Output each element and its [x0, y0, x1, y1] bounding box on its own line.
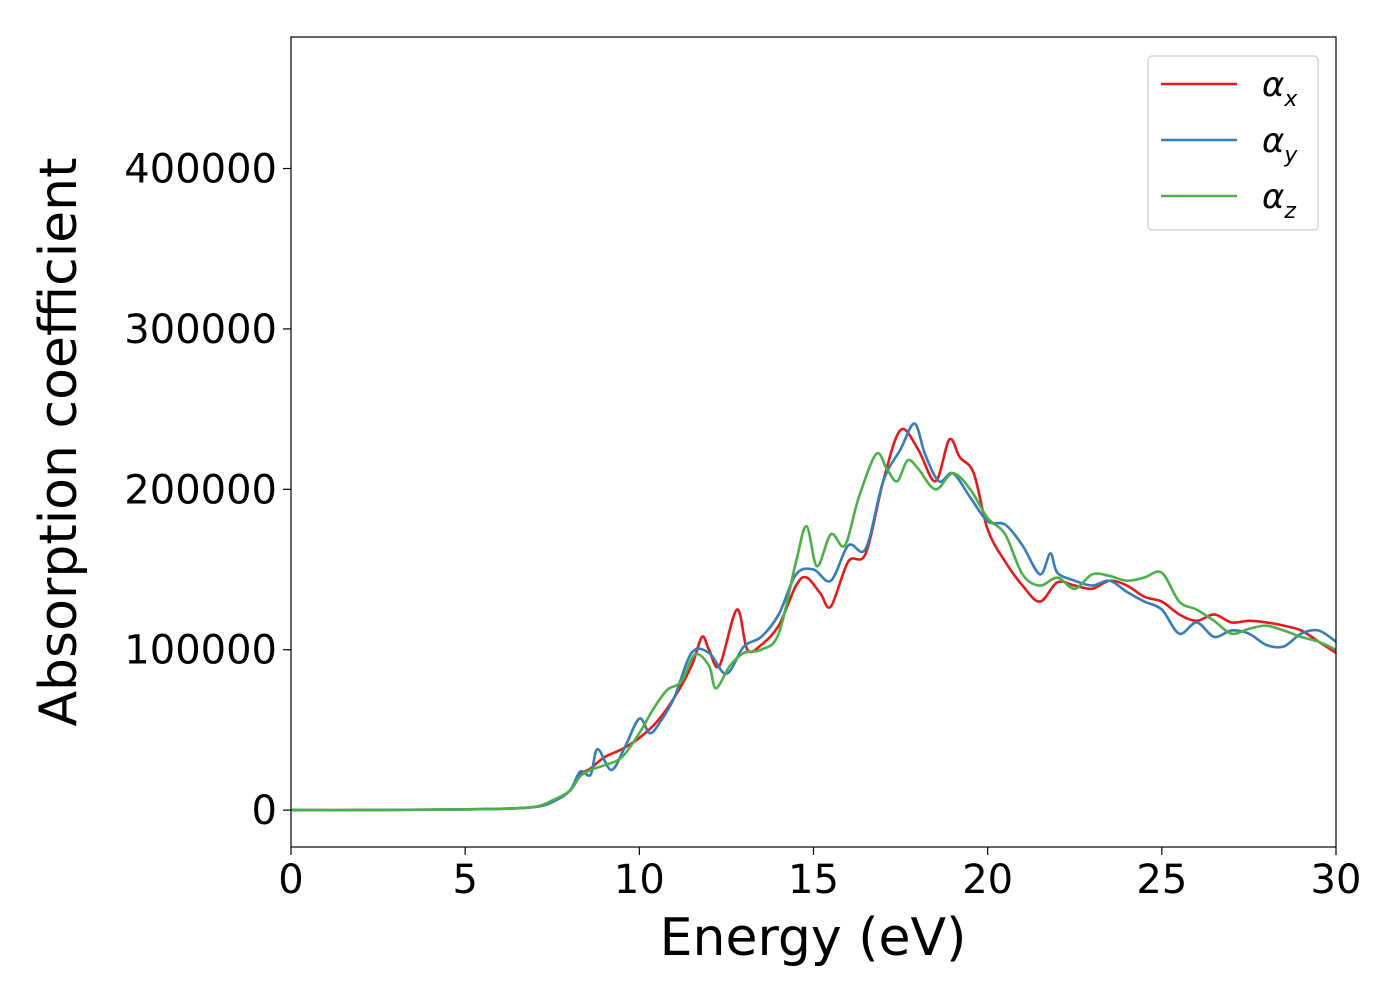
- x-tick-label: 25: [1136, 857, 1187, 903]
- plot-area: [291, 422, 1336, 812]
- legend-label-base: α: [1262, 177, 1284, 217]
- y-axis-title: Absorption coefficient: [29, 157, 89, 726]
- x-tick-label: 20: [962, 857, 1013, 903]
- y-tick-label: 300000: [124, 307, 277, 353]
- y-tick-label: 200000: [124, 467, 277, 513]
- legend-label-base: α: [1262, 65, 1284, 105]
- legend-label-base: α: [1262, 121, 1284, 161]
- x-axis-title: Energy (eV): [660, 908, 967, 968]
- legend-label-subscript: y: [1283, 143, 1298, 168]
- x-axis-ticks: 0 5 10 15 20 25 30: [278, 847, 1361, 903]
- x-tick-label: 15: [788, 857, 839, 903]
- x-tick-label: 0: [278, 857, 303, 903]
- x-tick-label: 30: [1311, 857, 1362, 903]
- legend-label-z: αz: [1262, 177, 1296, 224]
- x-tick-label: 5: [452, 857, 477, 903]
- x-tick-label: 10: [614, 857, 665, 903]
- plot-frame: [290, 36, 1337, 848]
- series-line-x: [291, 427, 1336, 812]
- y-tick-label: 0: [252, 788, 277, 834]
- legend-label-y: αy: [1262, 121, 1298, 168]
- y-axis-ticks: 0 100000 200000 300000 400000: [124, 147, 291, 834]
- series-line-y: [291, 422, 1336, 812]
- legend-label-subscript: z: [1283, 199, 1296, 224]
- legend-box: [1147, 55, 1319, 231]
- series-line-z: [291, 451, 1336, 812]
- legend-label-subscript: x: [1283, 87, 1298, 112]
- y-tick-label: 100000: [124, 628, 277, 674]
- legend-label-x: αx: [1262, 65, 1298, 112]
- y-tick-label: 400000: [124, 147, 277, 193]
